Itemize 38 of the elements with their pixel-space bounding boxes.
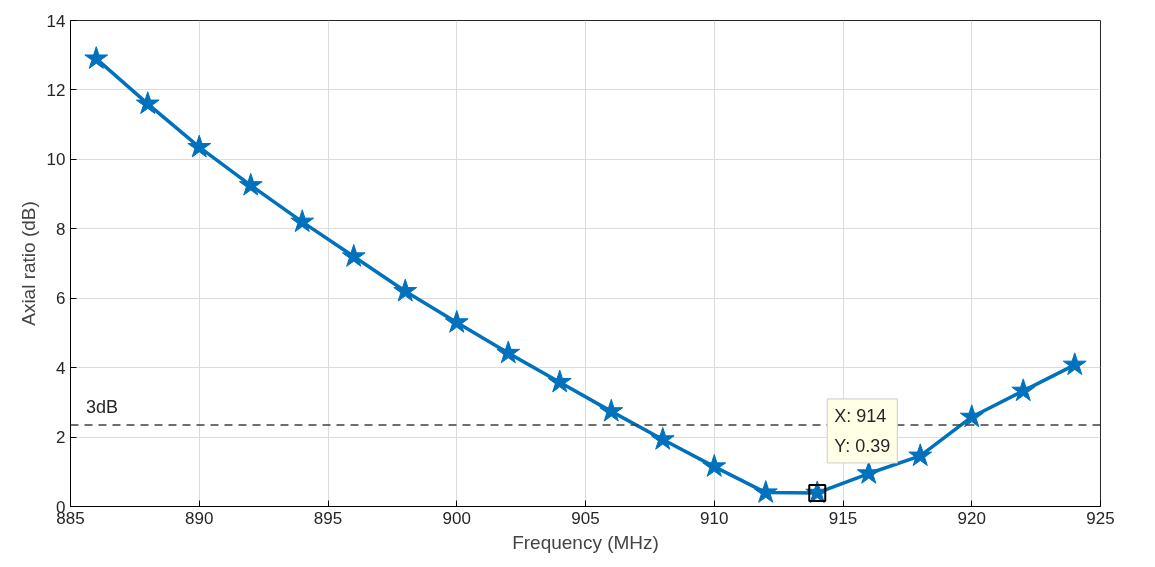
point	[599, 398, 624, 422]
y-tick-label: 14	[46, 11, 66, 31]
point	[187, 134, 212, 158]
point	[753, 480, 778, 503]
point	[547, 369, 572, 393]
annotation: X: 914 Y: 0.39	[834, 405, 891, 456]
ref-line-label: 3dB	[85, 396, 118, 417]
x-tick-label: 910	[700, 508, 729, 528]
point	[702, 454, 727, 477]
point	[496, 340, 521, 364]
point	[290, 209, 315, 233]
point	[444, 310, 469, 333]
point	[650, 427, 675, 450]
y-tick-label: 4	[56, 358, 66, 378]
x-tick-label: 905	[571, 508, 600, 528]
point	[1062, 352, 1087, 376]
point	[135, 91, 160, 115]
x-tick-label: 900	[442, 508, 471, 528]
x-tick-label: 895	[313, 508, 343, 528]
point	[238, 172, 263, 196]
x-tick-label: 925	[1086, 508, 1115, 528]
y-tick-label: 10	[46, 150, 66, 170]
y-axis-title: Axial ratio (dB)	[17, 201, 39, 326]
point	[1011, 378, 1036, 402]
y-tick-label: 12	[46, 80, 66, 100]
x-tick-label: 915	[828, 508, 858, 528]
point	[908, 443, 933, 467]
x-tick-label: 890	[185, 508, 214, 528]
x-axis-title: Frequency (MHz)	[512, 531, 659, 553]
y-tick-label: 8	[56, 219, 66, 239]
point	[959, 404, 984, 428]
point	[341, 244, 366, 267]
point	[856, 461, 881, 484]
y-tick-label: 6	[56, 289, 66, 309]
point	[84, 46, 109, 69]
y-tick-label: 2	[56, 428, 66, 448]
x-tick-label: 920	[957, 508, 986, 528]
point	[393, 278, 418, 302]
